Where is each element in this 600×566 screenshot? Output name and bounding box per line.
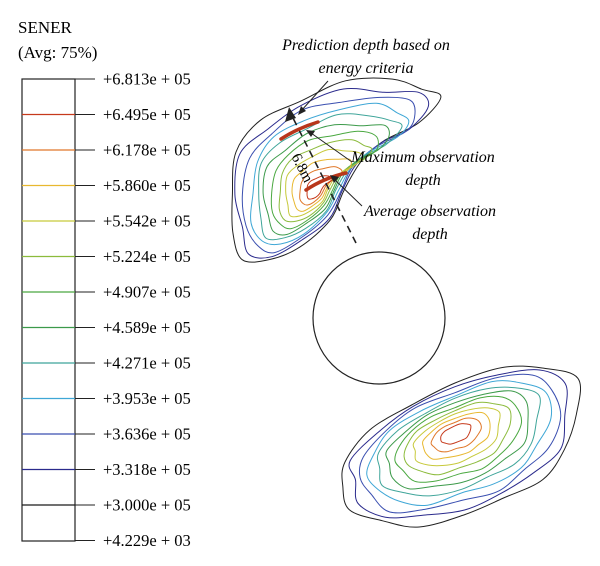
prediction-pointer-head bbox=[298, 106, 306, 115]
legend-level-label: +4.907e + 05 bbox=[103, 283, 191, 302]
legend-level-label: +5.542e + 05 bbox=[103, 212, 191, 231]
contour-line bbox=[366, 380, 553, 507]
contour-line bbox=[403, 401, 512, 476]
prediction-depth-arc bbox=[279, 120, 320, 141]
contour-line bbox=[412, 407, 501, 467]
legend-level-label: +3.318e + 05 bbox=[103, 460, 191, 479]
legend-levels: +6.813e + 05 +6.495e + 05 +6.178e + 05 +5.8… bbox=[22, 70, 191, 550]
contour-line bbox=[299, 166, 343, 206]
legend-level-label: +3.000e + 05 bbox=[103, 496, 191, 515]
legend-title: SENER bbox=[18, 18, 73, 37]
contour-line bbox=[376, 386, 541, 497]
maximum-depth-arc bbox=[304, 171, 348, 192]
legend-level-label: +5.224e + 05 bbox=[103, 247, 191, 266]
maximum-pointer-line bbox=[310, 132, 353, 163]
contour-line bbox=[430, 417, 482, 453]
annotations: Prediction depth based on energy criteri… bbox=[281, 37, 496, 243]
average-label-line2: depth bbox=[412, 226, 448, 243]
contour-line bbox=[358, 373, 562, 514]
legend-level-label: +6.178e + 05 bbox=[103, 141, 191, 160]
legend-level-label: +4.229e + 03 bbox=[103, 531, 191, 550]
legend-level-label: +5.860e + 05 bbox=[103, 176, 191, 195]
legend-level-label: +6.813e + 05 bbox=[103, 70, 191, 89]
contour-line bbox=[306, 175, 335, 200]
contour-line bbox=[440, 423, 472, 445]
maximum-pointer-head bbox=[306, 130, 315, 137]
tunnel-circle bbox=[312, 251, 446, 385]
lower-contour-region bbox=[341, 365, 582, 528]
depth-arrowhead bbox=[285, 107, 296, 122]
contour-line bbox=[341, 365, 582, 528]
legend-subtitle: (Avg: 75%) bbox=[18, 43, 97, 62]
maximum-label-line2: depth bbox=[405, 172, 441, 189]
average-label-line1: Average observation bbox=[363, 203, 496, 220]
prediction-label-line2: energy criteria bbox=[319, 60, 414, 77]
upper-contour-region bbox=[231, 77, 442, 263]
legend: SENER (Avg: 75%) +6.813e + 05 +6.495e + 0… bbox=[18, 18, 191, 550]
legend-level-label: +4.271e + 05 bbox=[103, 354, 191, 373]
average-pointer-head bbox=[330, 175, 339, 183]
legend-level-label: +3.636e + 05 bbox=[103, 425, 191, 444]
contour-line bbox=[385, 390, 529, 490]
prediction-label-line1: Prediction depth based on bbox=[281, 37, 450, 54]
average-pointer-line bbox=[333, 178, 363, 207]
legend-level-label: +4.589e + 05 bbox=[103, 318, 191, 337]
legend-level-label: +6.495e + 05 bbox=[103, 105, 191, 124]
maximum-label-line1: Maximum observation bbox=[350, 149, 495, 166]
legend-box bbox=[21, 78, 76, 542]
contour-line bbox=[348, 369, 568, 519]
legend-level-label: +3.953e + 05 bbox=[103, 389, 191, 408]
contour-line bbox=[421, 411, 491, 460]
contour-line bbox=[394, 395, 523, 483]
prediction-pointer-line bbox=[300, 80, 329, 112]
